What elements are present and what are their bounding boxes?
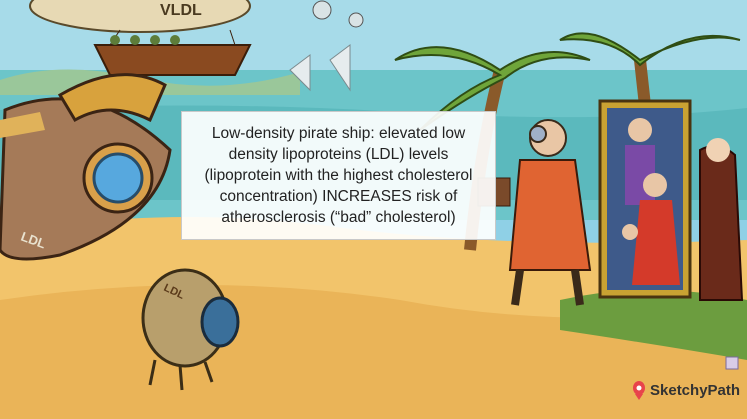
- caption-text: Low-density pirate ship: elevated low de…: [204, 125, 473, 226]
- sketchypath-logo: SketchyPath: [632, 380, 740, 400]
- caption-box: Low-density pirate ship: elevated low de…: [181, 111, 496, 240]
- pod-icon: LDL: [141, 268, 240, 391]
- logo-text: SketchyPath: [650, 381, 741, 399]
- logo-icon: [632, 380, 646, 400]
- portrait-icon: [598, 99, 692, 299]
- blimp-icon: VLDL: [29, 0, 252, 76]
- ship-icon: LDL: [0, 73, 172, 261]
- svg-text:VLDL: VLDL: [160, 2, 202, 19]
